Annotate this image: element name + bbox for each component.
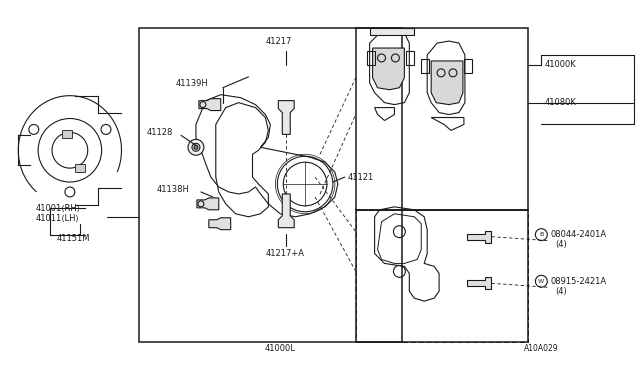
Text: (4): (4) [556, 287, 567, 296]
Polygon shape [372, 48, 404, 90]
Text: 41011⟨LH⟩: 41011⟨LH⟩ [35, 214, 79, 223]
Bar [75, 164, 84, 172]
Polygon shape [209, 218, 230, 230]
Polygon shape [199, 99, 221, 110]
Bar [356, 210, 529, 342]
Polygon shape [467, 277, 491, 289]
Text: (4): (4) [556, 240, 567, 249]
Bar [421, 59, 429, 73]
Text: A10A029: A10A029 [524, 344, 558, 353]
Text: B: B [540, 232, 543, 237]
Text: 08044-2401A: 08044-2401A [550, 230, 606, 239]
Polygon shape [467, 231, 491, 243]
Polygon shape [370, 28, 414, 35]
Text: 41080K: 41080K [544, 98, 576, 107]
Circle shape [188, 140, 204, 155]
Bar [406, 51, 414, 65]
Polygon shape [431, 61, 463, 105]
Text: 41121: 41121 [348, 173, 374, 182]
Bar [356, 28, 529, 210]
Text: W: W [538, 279, 545, 284]
Text: 41139H: 41139H [176, 79, 209, 88]
Circle shape [194, 145, 198, 149]
Bar [62, 131, 72, 138]
Text: 41000L: 41000L [265, 344, 296, 353]
Text: 41000K: 41000K [544, 60, 576, 70]
Text: 41217+A: 41217+A [266, 249, 305, 258]
Text: 08915-2421A: 08915-2421A [550, 277, 606, 286]
Text: 41217: 41217 [265, 36, 291, 46]
Text: 41151M: 41151M [57, 234, 90, 243]
Polygon shape [278, 194, 294, 228]
Text: 41138H: 41138H [156, 186, 189, 195]
Bar [464, 59, 472, 73]
Text: 41001⟨RH⟩: 41001⟨RH⟩ [35, 204, 80, 213]
Text: 41128: 41128 [147, 128, 173, 137]
Bar [367, 51, 374, 65]
Polygon shape [278, 101, 294, 134]
Polygon shape [197, 198, 219, 210]
Bar [140, 28, 403, 342]
